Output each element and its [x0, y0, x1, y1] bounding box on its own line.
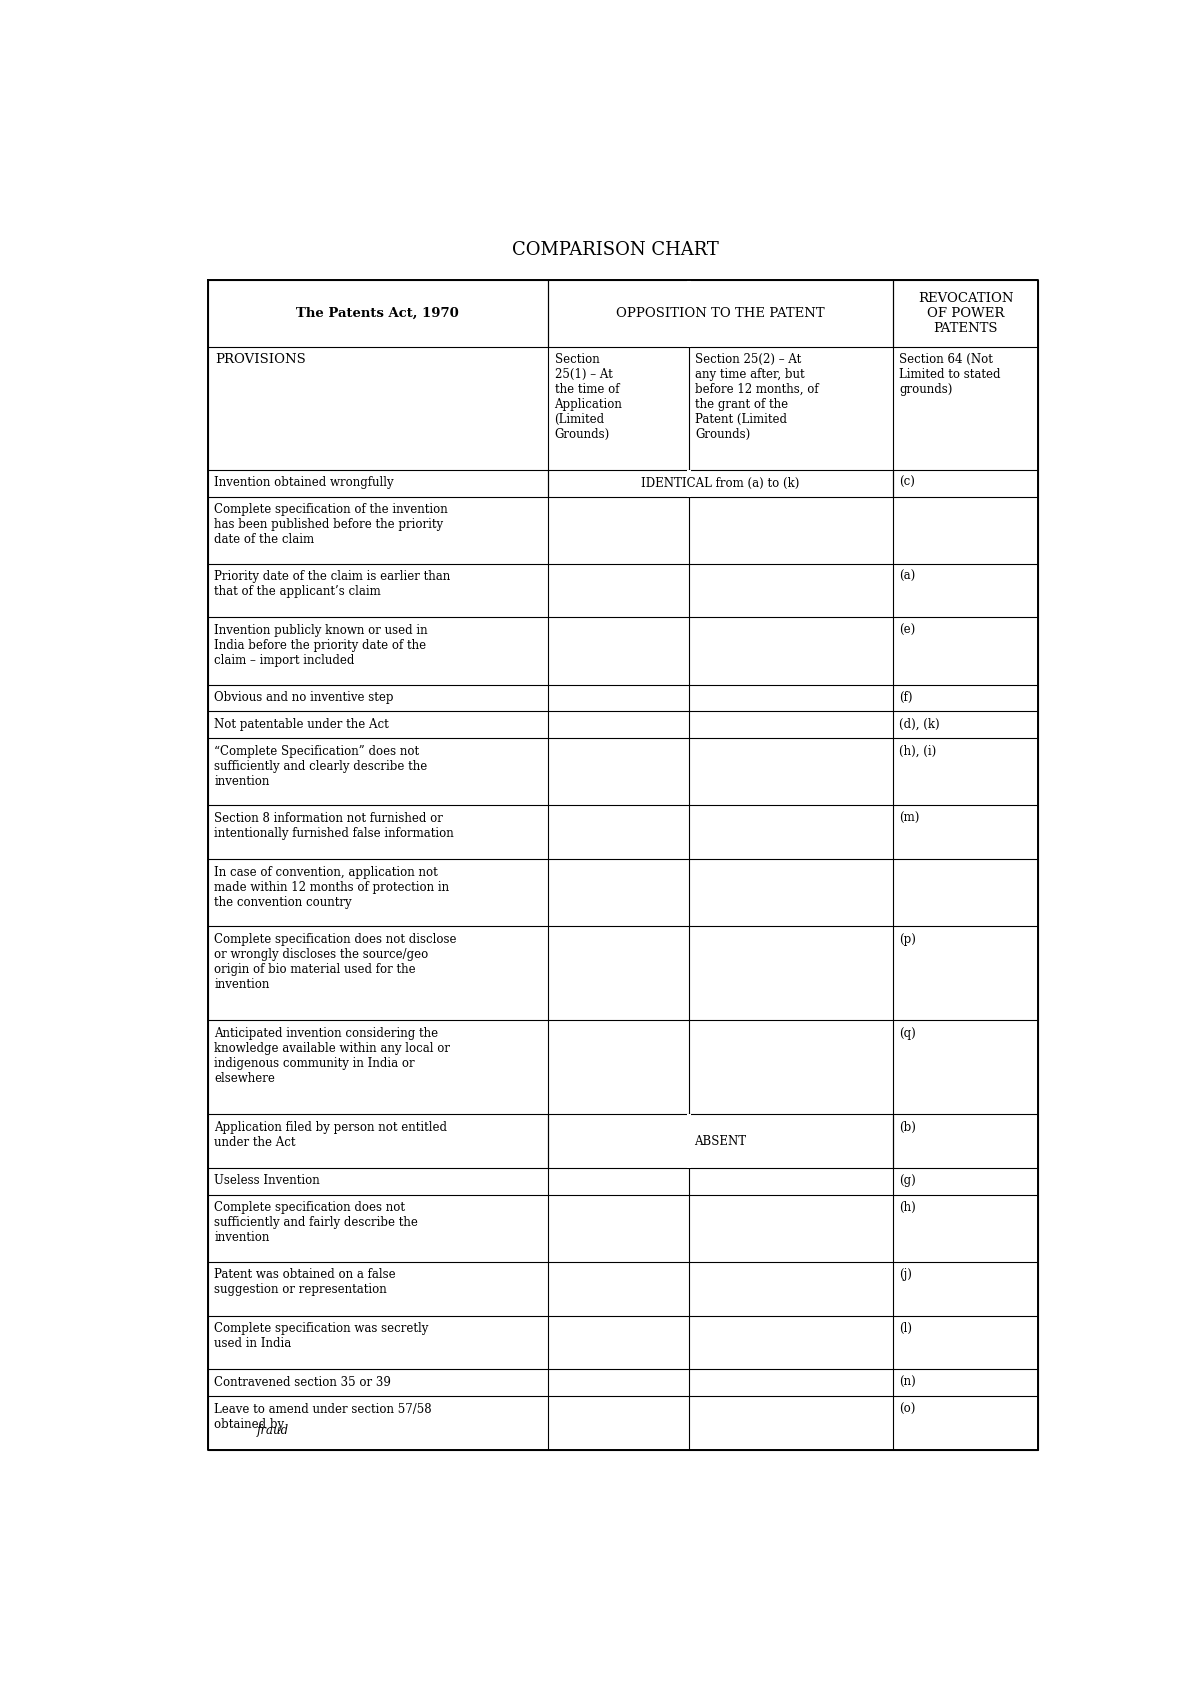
Text: Anticipated invention considering the
knowledge available within any local or
in: Anticipated invention considering the kn… — [214, 1027, 450, 1085]
Text: Complete specification of the invention
has been published before the priority
d: Complete specification of the invention … — [214, 503, 448, 547]
Text: Section 8 information not furnished or
intentionally furnished false information: Section 8 information not furnished or i… — [214, 812, 454, 841]
Bar — [686, 470, 690, 496]
Text: (m): (m) — [900, 812, 920, 825]
Text: “Complete Specification” does not
sufficiently and clearly describe the
inventio: “Complete Specification” does not suffic… — [214, 745, 427, 788]
Bar — [686, 280, 690, 346]
Text: (g): (g) — [900, 1175, 916, 1187]
Text: (h), (i): (h), (i) — [900, 745, 937, 757]
Text: ABSENT: ABSENT — [695, 1134, 746, 1148]
Text: Invention publicly known or used in
India before the priority date of the
claim : Invention publicly known or used in Indi… — [214, 623, 427, 667]
Text: (c): (c) — [900, 477, 916, 489]
Text: (l): (l) — [900, 1323, 912, 1335]
Text: fraud: fraud — [257, 1425, 289, 1437]
Text: (o): (o) — [900, 1403, 916, 1416]
Bar — [686, 1114, 690, 1168]
Text: PROVISIONS: PROVISIONS — [215, 353, 306, 367]
Text: Section
25(1) – At
the time of
Application
(Limited
Grounds): Section 25(1) – At the time of Applicati… — [554, 353, 623, 441]
Text: Complete specification does not
sufficiently and fairly describe the
invention: Complete specification does not sufficie… — [214, 1200, 418, 1245]
Text: (d), (k): (d), (k) — [900, 718, 940, 730]
Text: Patent was obtained on a false
suggestion or representation: Patent was obtained on a false suggestio… — [214, 1268, 396, 1296]
Text: (f): (f) — [900, 691, 913, 705]
Text: Useless Invention: Useless Invention — [214, 1175, 320, 1187]
Text: Leave to amend under section 57/58
obtained by: Leave to amend under section 57/58 obtai… — [214, 1403, 432, 1431]
Text: Obvious and no inventive step: Obvious and no inventive step — [214, 691, 394, 705]
Text: REVOCATION
OF POWER
PATENTS: REVOCATION OF POWER PATENTS — [918, 292, 1013, 335]
Text: Application filed by person not entitled
under the Act: Application filed by person not entitled… — [214, 1121, 448, 1148]
Text: Section 64 (Not
Limited to stated
grounds): Section 64 (Not Limited to stated ground… — [900, 353, 1001, 396]
Text: Complete specification was secretly
used in India: Complete specification was secretly used… — [214, 1323, 428, 1350]
Text: IDENTICAL from (a) to (k): IDENTICAL from (a) to (k) — [641, 477, 799, 489]
Text: (b): (b) — [900, 1121, 917, 1134]
Text: (n): (n) — [900, 1375, 916, 1389]
Text: Complete specification does not disclose
or wrongly discloses the source/geo
ori: Complete specification does not disclose… — [214, 932, 457, 990]
Text: (j): (j) — [900, 1268, 912, 1282]
Text: Section 25(2) – At
any time after, but
before 12 months, of
the grant of the
Pat: Section 25(2) – At any time after, but b… — [695, 353, 818, 441]
Text: (q): (q) — [900, 1027, 916, 1039]
Text: OPPOSITION TO THE PATENT: OPPOSITION TO THE PATENT — [616, 307, 824, 319]
Text: Not patentable under the Act: Not patentable under the Act — [214, 718, 389, 730]
Text: In case of convention, application not
made within 12 months of protection in
th: In case of convention, application not m… — [214, 866, 449, 908]
Text: Priority date of the claim is earlier than
that of the applicant’s claim: Priority date of the claim is earlier th… — [214, 571, 450, 598]
Text: (p): (p) — [900, 932, 917, 946]
Text: (h): (h) — [900, 1200, 916, 1214]
Text: (a): (a) — [900, 571, 916, 584]
Text: (e): (e) — [900, 623, 916, 637]
Text: The Patents Act, 1970: The Patents Act, 1970 — [296, 307, 460, 319]
Text: Invention obtained wrongfully: Invention obtained wrongfully — [214, 477, 394, 489]
Text: COMPARISON CHART: COMPARISON CHART — [511, 241, 719, 258]
Text: Contravened section 35 or 39: Contravened section 35 or 39 — [214, 1375, 391, 1389]
